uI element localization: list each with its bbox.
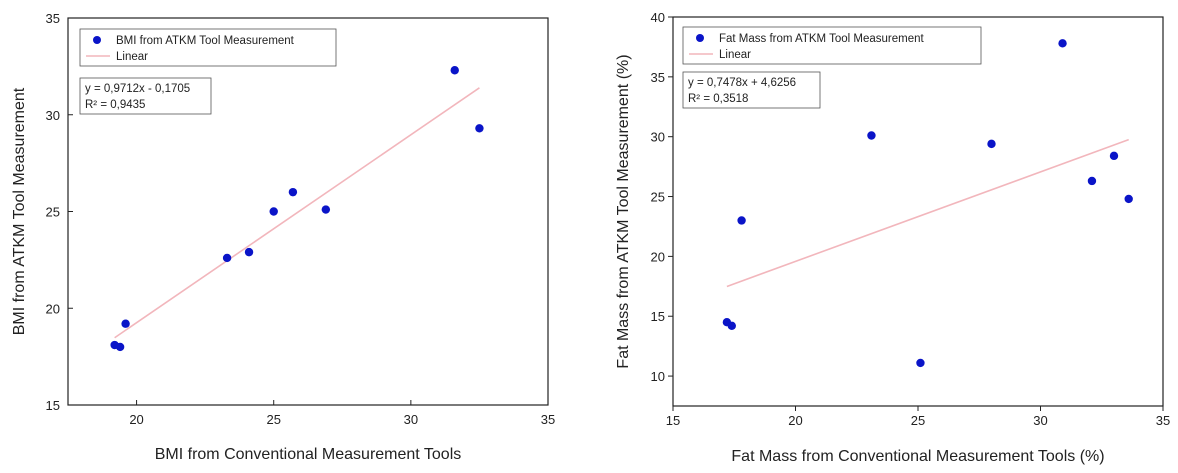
plot-frame bbox=[67, 17, 549, 406]
r-squared-value: R² = 0,3518 bbox=[688, 93, 748, 105]
legend-label: Linear bbox=[719, 49, 751, 61]
legend-marker bbox=[696, 34, 704, 42]
regression-equation: y = 0,7478x + 4,6256 bbox=[688, 77, 796, 89]
equation-box bbox=[79, 77, 212, 115]
y-axis-label: BMI from ATKM Tool Measurement bbox=[11, 87, 28, 335]
legend-box bbox=[79, 28, 337, 67]
data-point bbox=[1124, 194, 1133, 204]
fat-mass-scatter-chart: 15 20 25 30 35 10 15 20 25 30 35 40 Fat Mass from Co… bbox=[615, 10, 1170, 465]
x-tick-label: 20 bbox=[129, 412, 143, 427]
x-tick-label: 25 bbox=[911, 413, 925, 428]
legend-box bbox=[682, 26, 982, 65]
x-tick-label: 25 bbox=[266, 412, 280, 427]
bmi-scatter-chart: 20 25 30 35 15 20 25 30 35 BMI from Conventional … bbox=[11, 11, 555, 463]
data-point bbox=[222, 253, 232, 263]
y-tick-label: 30 bbox=[46, 108, 60, 123]
data-point bbox=[867, 131, 876, 140]
legend-label: Linear bbox=[116, 51, 148, 63]
bmi-chart-panel: 20 25 30 35 15 20 25 30 35 BMI from Conventional … bbox=[0, 0, 575, 468]
data-point bbox=[121, 319, 130, 328]
data-point bbox=[244, 247, 254, 257]
x-tick-label: 30 bbox=[1033, 413, 1047, 428]
data-point bbox=[288, 187, 298, 197]
regression-equation: y = 0,9712x - 0,1705 bbox=[85, 83, 190, 95]
data-point bbox=[115, 342, 125, 352]
y-tick-label: 40 bbox=[651, 10, 665, 25]
y-tick-label: 10 bbox=[651, 369, 665, 384]
data-point bbox=[1058, 39, 1067, 48]
linear-fit-line bbox=[726, 138, 1129, 288]
y-tick-label: 30 bbox=[651, 130, 665, 145]
x-tick-label: 15 bbox=[666, 413, 680, 428]
legend-marker bbox=[93, 36, 101, 44]
y-tick-label: 35 bbox=[651, 70, 665, 85]
linear-fit-line bbox=[114, 87, 480, 339]
y-tick-label: 20 bbox=[46, 301, 60, 316]
data-point bbox=[269, 207, 278, 216]
y-tick-label: 20 bbox=[651, 249, 665, 264]
legend-label: Fat Mass from ATKM Tool Measurement bbox=[719, 33, 925, 45]
x-tick-label: 35 bbox=[1156, 413, 1170, 428]
fat-mass-chart-panel: 15 20 25 30 35 10 15 20 25 30 35 40 Fat Mass from Co… bbox=[600, 0, 1178, 468]
data-point bbox=[321, 205, 331, 214]
data-point bbox=[475, 124, 484, 133]
legend-label: BMI from ATKM Tool Measurement bbox=[116, 35, 295, 47]
data-point bbox=[1087, 176, 1097, 186]
data-point bbox=[1109, 151, 1119, 161]
x-axis-label: Fat Mass from Conventional Measurement T… bbox=[731, 448, 1104, 465]
x-tick-label: 35 bbox=[541, 412, 555, 427]
equation-box bbox=[682, 71, 821, 109]
y-tick-label: 15 bbox=[651, 309, 665, 324]
y-tick-label: 25 bbox=[46, 205, 60, 220]
data-point bbox=[987, 139, 996, 149]
x-tick-label: 30 bbox=[404, 412, 418, 427]
y-tick-label: 35 bbox=[46, 11, 60, 26]
y-axis-label: Fat Mass from ATKM Tool Measurement (%) bbox=[615, 54, 632, 368]
y-tick-label: 25 bbox=[651, 190, 665, 205]
x-tick-label: 20 bbox=[788, 413, 802, 428]
data-point bbox=[727, 321, 736, 331]
data-point bbox=[450, 66, 459, 75]
data-point bbox=[916, 358, 925, 368]
r-squared-value: R² = 0,9435 bbox=[85, 99, 145, 111]
x-axis-label: BMI from Conventional Measurement Tools bbox=[155, 446, 462, 463]
y-tick-label: 15 bbox=[46, 398, 60, 413]
data-point bbox=[737, 216, 746, 225]
